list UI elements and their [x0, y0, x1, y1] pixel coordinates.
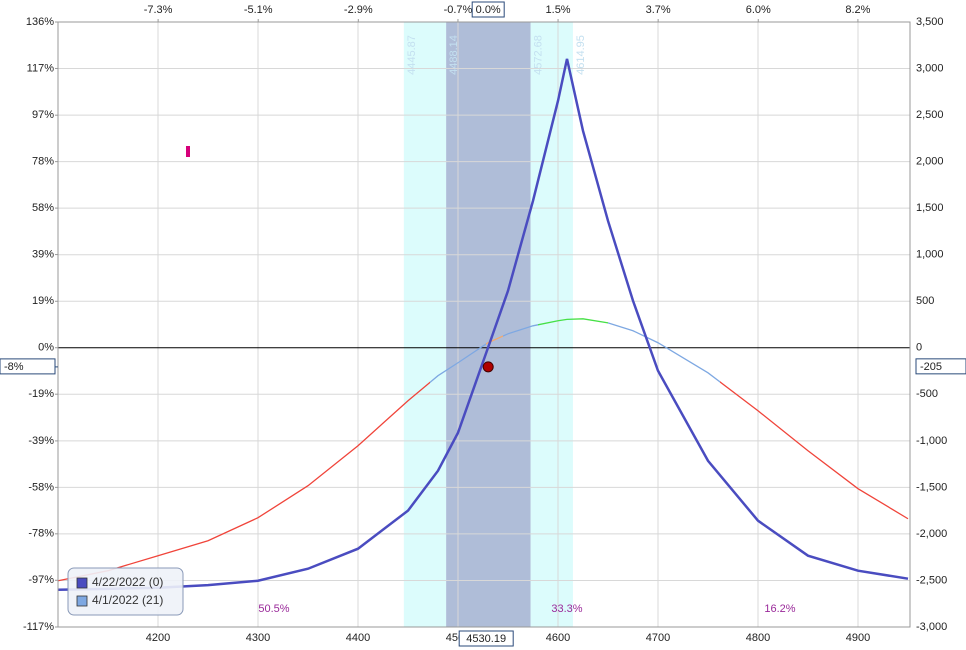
band	[403, 22, 447, 627]
labels: 4200 4300 4400 4500 4600 4700 4800 4900-7.3% -5.…	[23, 4, 947, 644]
x-tick-label: 4600	[546, 632, 570, 644]
y-tick-label: 117%	[27, 62, 55, 74]
legend-box	[67, 567, 184, 616]
y2-tick-label: 2,000	[916, 156, 944, 168]
legend-label: 4/1/2022 (21)	[92, 593, 163, 607]
x-tick-label: 4700	[646, 632, 670, 644]
probability-label: 50.5%	[258, 603, 289, 615]
x2-tick-label: 8.2%	[845, 4, 870, 16]
legend-swatch	[76, 595, 88, 607]
y2-tick-label: 500	[916, 295, 934, 307]
legend-swatch	[76, 577, 88, 589]
y-tick-label: 97%	[32, 109, 54, 121]
probability-label: 16.2%	[764, 603, 795, 615]
y2-tick-label: 1,500	[916, 202, 944, 214]
y2-tick-label: 2,500	[916, 109, 944, 121]
y-tick-label: -78%	[28, 528, 54, 540]
x-tick-label: 4400	[346, 632, 370, 644]
y-tick-label: -19%	[28, 388, 54, 400]
bands	[403, 22, 573, 627]
x2-tick-label: -5.1%	[244, 4, 273, 16]
marker-tick	[186, 146, 190, 157]
y-tick-label: 0%	[38, 342, 54, 354]
y2-tick-label: -2,000	[916, 528, 947, 540]
series-line	[58, 318, 909, 582]
plot-frame	[57, 21, 911, 628]
y-tick-label: 58%	[32, 202, 54, 214]
y-tick-label: 19%	[32, 295, 54, 307]
x2-tick-label: 3.7%	[646, 4, 671, 16]
y-tick-label: 39%	[32, 248, 54, 260]
current-x-label: 4530.19	[466, 633, 506, 645]
y2-tick-label: -1,500	[916, 481, 947, 493]
y2-tick-label: 1,000	[916, 249, 944, 261]
current-y-label: -8%	[4, 361, 24, 373]
current-y2-label: -205	[920, 361, 942, 373]
y2-tick-label: -500	[916, 388, 938, 400]
band-edge-label: 4614.95	[575, 35, 587, 75]
x2-tick-label: 1.5%	[546, 4, 571, 16]
x2-tick-label: 6.0%	[746, 4, 771, 16]
x-tick-label: 4900	[846, 632, 870, 644]
y2-tick-label: -3,000	[916, 621, 947, 633]
y-tick-label: 136%	[26, 16, 54, 28]
y-tick-label: -97%	[28, 574, 54, 586]
band	[446, 22, 531, 627]
band-edge-label: 4445.87	[406, 35, 418, 75]
x2-tick-label: -2.9%	[344, 4, 373, 16]
current-x2-label-box	[471, 1, 505, 18]
x-tick-label: 4200	[146, 632, 170, 644]
y2-tick-label: 3,000	[916, 62, 944, 74]
probability-label: 33.3%	[551, 603, 582, 615]
band-edge-label: 4488.14	[448, 35, 460, 75]
y-tick-label: -39%	[28, 435, 54, 447]
current-y-label-box	[0, 358, 56, 375]
curves	[58, 58, 909, 592]
y2-tick-label: 0	[916, 342, 922, 354]
y-tick-label: 78%	[32, 156, 54, 168]
y2-tick-label: 3,500	[916, 16, 944, 28]
x-tick-label: 4300	[246, 632, 270, 644]
series-line	[58, 58, 909, 592]
legend-label: 4/22/2022 (0)	[92, 575, 163, 589]
x2-tick-label: -0.7%	[444, 4, 473, 16]
y-tick-label: -117%	[23, 621, 54, 633]
price-dot	[482, 361, 494, 373]
y2-tick-label: -2,500	[916, 574, 947, 586]
y2-tick-label: -1,000	[916, 435, 947, 447]
band-edge-label: 4572.68	[533, 35, 545, 75]
x-tick-label: 4800	[746, 632, 770, 644]
x2-tick-label: -7.3%	[144, 4, 173, 16]
current-x2-label: 0.0%	[476, 4, 501, 16]
current-y2-label-box	[915, 358, 966, 375]
y-tick-label: -58%	[28, 481, 54, 493]
current-x-label-box	[458, 630, 514, 647]
